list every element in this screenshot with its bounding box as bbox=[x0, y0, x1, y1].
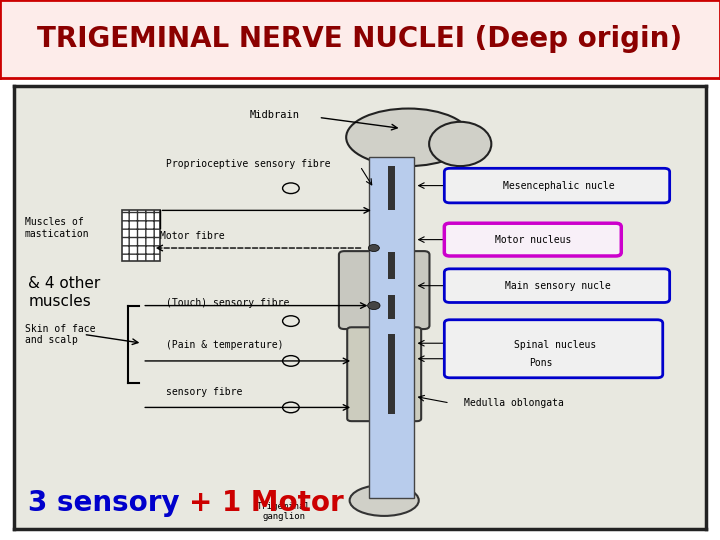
Text: & 4 other
muscles: & 4 other muscles bbox=[28, 276, 101, 308]
Text: Midbrain: Midbrain bbox=[249, 110, 300, 120]
Text: Skin of face
and scalp: Skin of face and scalp bbox=[24, 323, 95, 345]
FancyBboxPatch shape bbox=[444, 269, 670, 302]
Bar bbox=[387, 334, 395, 414]
Bar bbox=[387, 166, 395, 211]
Text: Mesencephalic nucle: Mesencephalic nucle bbox=[503, 180, 614, 191]
FancyBboxPatch shape bbox=[444, 320, 662, 378]
Text: Pons: Pons bbox=[529, 358, 553, 368]
Text: Trigeminal
ganglion: Trigeminal ganglion bbox=[257, 502, 311, 521]
Ellipse shape bbox=[350, 485, 419, 516]
Text: + 1 Motor: + 1 Motor bbox=[189, 489, 344, 517]
Bar bbox=[387, 252, 395, 279]
Text: sensory fibre: sensory fibre bbox=[166, 387, 243, 397]
FancyBboxPatch shape bbox=[444, 168, 670, 203]
Text: Medulla oblongata: Medulla oblongata bbox=[464, 398, 564, 408]
Text: Motor fibre: Motor fibre bbox=[160, 231, 224, 241]
Text: Spinal nucleus: Spinal nucleus bbox=[514, 340, 596, 350]
FancyBboxPatch shape bbox=[347, 327, 421, 421]
Text: Motor nucleus: Motor nucleus bbox=[495, 234, 571, 245]
FancyBboxPatch shape bbox=[369, 157, 413, 498]
Text: TRIGEMINAL NERVE NUCLEI (Deep origin): TRIGEMINAL NERVE NUCLEI (Deep origin) bbox=[37, 25, 683, 53]
Text: (Pain & temperature): (Pain & temperature) bbox=[166, 340, 284, 350]
FancyBboxPatch shape bbox=[339, 251, 429, 329]
FancyBboxPatch shape bbox=[444, 223, 621, 256]
Circle shape bbox=[368, 302, 380, 309]
Text: Muscles of
mastication: Muscles of mastication bbox=[24, 217, 89, 239]
Text: 3 sensory: 3 sensory bbox=[28, 489, 189, 517]
Circle shape bbox=[369, 245, 379, 252]
Bar bbox=[122, 211, 160, 261]
Ellipse shape bbox=[429, 122, 491, 166]
Text: (Touch) sensory fibre: (Touch) sensory fibre bbox=[166, 299, 290, 308]
Text: Proprioceptive sensory fibre: Proprioceptive sensory fibre bbox=[166, 159, 331, 169]
Bar bbox=[387, 294, 395, 319]
Ellipse shape bbox=[346, 109, 471, 166]
Text: Main sensory nucle: Main sensory nucle bbox=[505, 281, 611, 291]
